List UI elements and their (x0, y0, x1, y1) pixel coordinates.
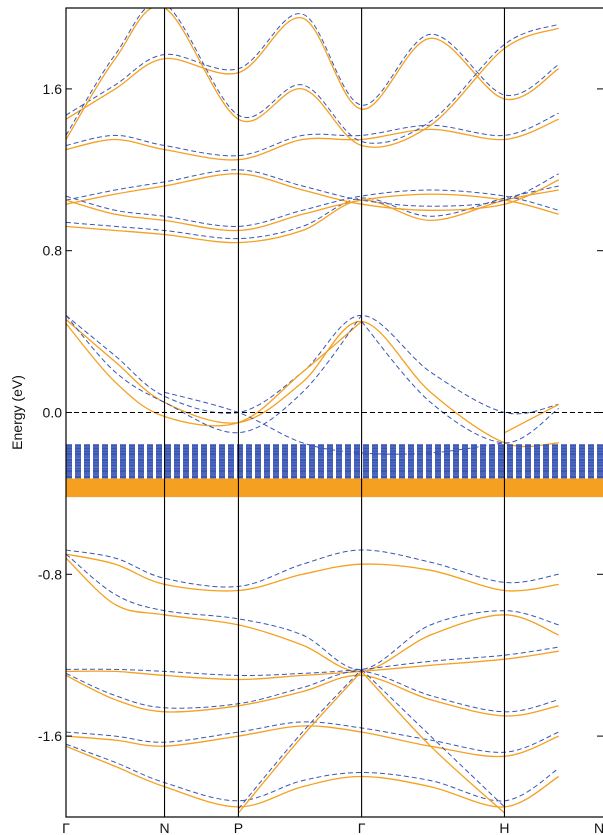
band-line-4 (361, 321, 559, 444)
band-line-10 (66, 553, 559, 670)
y-axis-title: Energy (eV) (9, 375, 25, 450)
band-line-5 (504, 403, 559, 434)
band-line-25 (66, 173, 559, 211)
band-line-21 (237, 670, 363, 814)
y-tick-label: 0.0 (43, 405, 63, 421)
y-tick-label: -1.6 (38, 728, 62, 744)
band-line-22 (238, 669, 362, 810)
band-line-19 (361, 670, 505, 814)
band-line-32 (66, 13, 559, 116)
band-line-7 (66, 553, 559, 592)
x-tick-label-P: P (234, 820, 243, 835)
y-tick-label: -0.8 (38, 566, 62, 582)
y-tick-label: 1.6 (43, 81, 63, 97)
band-line-24 (66, 185, 559, 240)
band-line-18 (66, 743, 559, 802)
x-tick-label-Γ: Γ (62, 820, 70, 835)
x-tick-label-H: H (499, 820, 509, 835)
high-symmetry-lines (163, 8, 506, 817)
band-line-27 (66, 193, 559, 232)
band-line-14 (66, 670, 559, 713)
band-line-17 (66, 745, 560, 808)
band-line-30 (66, 112, 559, 157)
band-lines (66, 8, 560, 814)
band-line-12 (66, 646, 559, 676)
band-line-13 (66, 674, 559, 717)
y-axis-ticks: 1.6 0.8 0.0 -0.8 -1.6 (38, 81, 603, 744)
band-line-0 (66, 319, 559, 448)
band-line-33 (66, 8, 559, 148)
band-line-29 (66, 118, 559, 161)
x-tick-label-N: N (159, 820, 169, 835)
flat-bands-region (66, 444, 603, 498)
band-line-8 (66, 549, 559, 588)
band-line-34 (66, 8, 559, 144)
band-line-20 (361, 669, 505, 808)
y-tick-label: 0.8 (43, 243, 63, 259)
band-line-2 (66, 321, 363, 427)
band-line-3 (66, 315, 362, 434)
x-tick-label-Γ: Γ (358, 820, 366, 835)
band-line-1 (66, 314, 559, 415)
band-line-16 (66, 721, 559, 753)
x-tick-label-N: N (594, 820, 603, 835)
band-line-11 (66, 650, 559, 681)
band-line-28 (66, 189, 559, 227)
band-line-26 (66, 169, 559, 207)
band-line-9 (66, 557, 559, 673)
band-line-15 (66, 725, 559, 758)
